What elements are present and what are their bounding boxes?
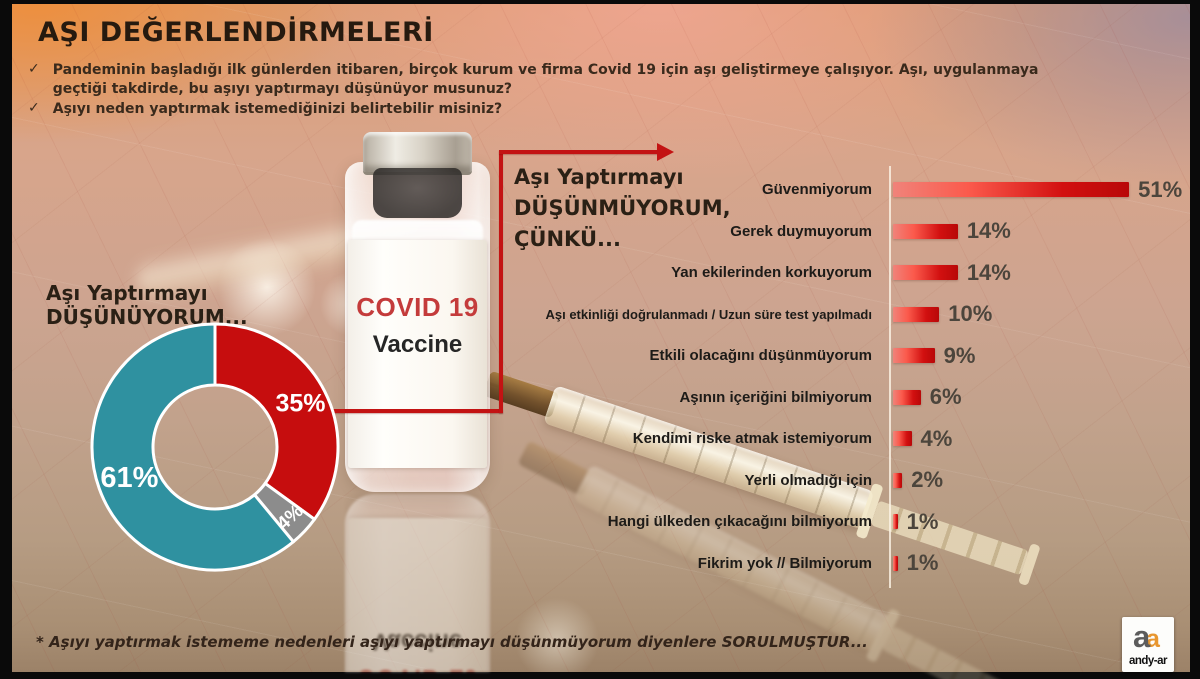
- bar-row: Etkili olacağını düşünmüyorum 9%: [474, 335, 1190, 377]
- bar-category-label: Aşı etkinliği doğrulanmadı / Uzun süre t…: [545, 306, 872, 322]
- bar-category-label: Yerli olmadığı için: [744, 471, 872, 489]
- donut-slice-label: 35%: [275, 389, 325, 417]
- bullet-item: ✓ Pandeminin başladığı ilk günlerden iti…: [28, 61, 1086, 98]
- bar-category-label: Yan ekilerinden korkuyorum: [671, 264, 872, 282]
- page-title: AŞI DEĞERLENDİRMELERİ: [38, 17, 434, 48]
- bar-category-label: Etkili olacağını düşünmüyorum: [649, 347, 872, 365]
- bullet-text: Aşıyı neden yaptırmak istemediğinizi bel…: [52, 101, 503, 117]
- bar-category-label: Hangi ülkeden çıkacağını bilmiyorum: [607, 513, 872, 531]
- bar-row: Fikrim yok // Bilmiyorum 1%: [474, 543, 1190, 585]
- bar-value: 6%: [929, 384, 962, 410]
- connector-arrowhead-icon: [657, 143, 674, 161]
- bullet-item: ✓ Aşıyı neden yaptırmak istemediğinizi b…: [28, 100, 1086, 119]
- bar: [893, 555, 898, 571]
- bar-row: Yan ekilerinden korkuyorum 14%: [474, 252, 1190, 294]
- bar-value: 1%: [906, 550, 939, 576]
- footnote: * Aşıyı yaptırmak istememe nedenleri aşı…: [36, 633, 868, 651]
- bar-row: Aşı etkinliği doğrulanmadı / Uzun süre t…: [474, 294, 1190, 336]
- bar-row: Aşının içeriğini bilmiyorum 6%: [474, 377, 1190, 419]
- bar-row: Kendimi riske atmak istemiyorum 4%: [474, 418, 1190, 460]
- bar: [893, 431, 912, 447]
- andyar-logo-text: andy-ar: [1128, 655, 1168, 667]
- bar-value: 51%: [1138, 176, 1183, 202]
- bar-value: 14%: [966, 218, 1011, 244]
- andyar-logo: a a andy-ar: [1122, 617, 1174, 672]
- vial-label: COVID 19 Vaccine: [348, 240, 487, 468]
- bar-chart-axis-line: [889, 166, 891, 588]
- bar-value: 2%: [911, 467, 944, 493]
- donut-slice: [213, 322, 340, 521]
- donut-slice-label: 61%: [100, 462, 158, 494]
- connector-line-horizontal-upper: [499, 150, 659, 154]
- bar-category-label: Kendimi riske atmak istemiyorum: [632, 430, 872, 448]
- bar-category-label: Fikrim yok // Bilmiyorum: [697, 554, 872, 572]
- bar: [893, 306, 940, 322]
- bar-row: Hangi ülkeden çıkacağını bilmiyorum 1%: [474, 501, 1190, 543]
- bullet-text: Pandeminin başladığı ilk günlerden itiba…: [52, 62, 1039, 97]
- vial-label-covid: COVID 19: [356, 292, 479, 322]
- bar: [893, 223, 958, 239]
- bar: [893, 389, 921, 405]
- bar-category-label: Aşının içeriğini bilmiyorum: [679, 388, 872, 406]
- bar-chart-title: Aşı Yaptırmayı DÜŞÜNMÜYORUM, ÇÜNKÜ...: [514, 165, 731, 251]
- bar: [893, 514, 898, 530]
- bar-value: 4%: [920, 425, 953, 451]
- donut-chart: 35%4%61%: [90, 322, 340, 572]
- bar: [893, 348, 935, 364]
- question-bullets: ✓ Pandeminin başladığı ilk günlerden iti…: [28, 61, 1086, 121]
- vial-stopper: [373, 168, 462, 218]
- donut-slice: [90, 322, 295, 572]
- bar-value: 10%: [948, 301, 993, 327]
- bar: [893, 182, 1130, 198]
- bar-category-label: Gerek duymuyorum: [730, 222, 872, 240]
- bar-value: 1%: [906, 508, 939, 534]
- vial-label-vaccine: Vaccine: [372, 331, 463, 358]
- connector-line-vertical: [499, 150, 503, 413]
- bar: [893, 472, 903, 488]
- bar-value: 9%: [943, 342, 976, 368]
- checkmark-icon: ✓: [28, 61, 40, 77]
- bar-row: Güvenmiyorum 51%: [474, 169, 1190, 211]
- bar-chart: Güvenmiyorum 51% Gerek duymuyorum 14% Yan ek…: [474, 169, 1190, 584]
- bar-category-label: Güvenmiyorum: [761, 181, 872, 199]
- andyar-logo-mark: a a: [1133, 619, 1160, 654]
- bar-value: 14%: [966, 259, 1011, 285]
- connector-line-horizontal-lower: [331, 409, 503, 413]
- bar: [893, 265, 958, 281]
- bar-row: Gerek duymuyorum 14%: [474, 211, 1190, 253]
- vial-label-covid: COVID 19: [356, 663, 479, 672]
- checkmark-icon: ✓: [28, 100, 40, 116]
- vaccine-vial-photo: COVID 19 Vaccine: [345, 132, 490, 492]
- bar-row: Yerli olmadığı için 2%: [474, 460, 1190, 502]
